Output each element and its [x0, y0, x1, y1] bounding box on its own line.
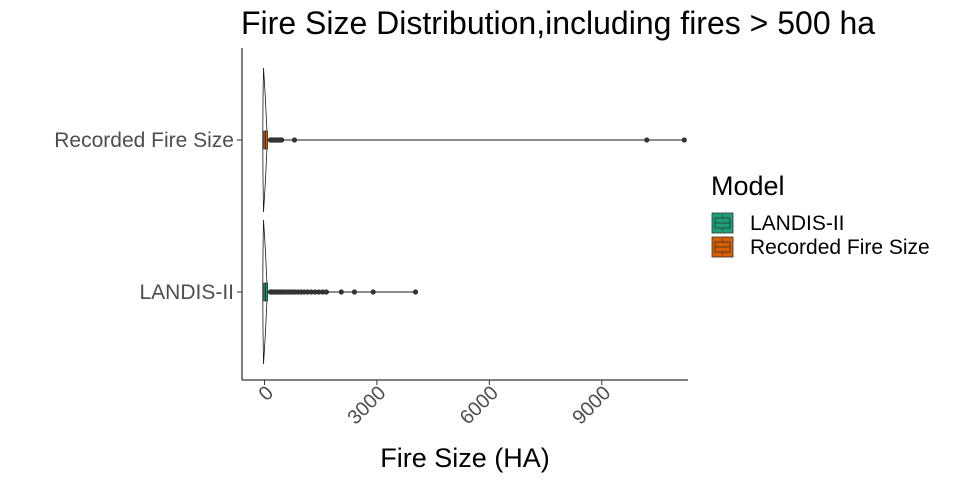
outlier-point	[351, 289, 358, 295]
y-tick-label: LANDIS-II	[139, 281, 234, 304]
x-tick-label: 3000	[343, 382, 390, 429]
outlier-point	[338, 289, 344, 295]
legend-label: LANDIS-II	[750, 212, 845, 235]
legend-entry: LANDIS-II	[711, 212, 845, 235]
chart-title: Fire Size Distribution,including fires >…	[241, 5, 875, 41]
plot-area	[262, 67, 687, 365]
outlier-point	[316, 289, 322, 295]
outlier-point	[681, 137, 687, 143]
outlier-point	[304, 289, 311, 295]
outlier-point	[370, 289, 376, 295]
x-axis-label: Fire Size (HA)	[380, 443, 550, 473]
series-landis-ii	[262, 219, 419, 365]
x-tick-label: 6000	[456, 382, 503, 429]
outlier-point	[279, 137, 285, 143]
x-tick-label: 0	[255, 382, 278, 405]
y-tick-label: Recorded Fire Size	[54, 129, 234, 152]
axes: LANDIS-II Recorded Fire Size 0 3000 6000 9000	[54, 48, 688, 429]
outlier-point	[644, 137, 650, 143]
outlier-point	[308, 289, 314, 295]
legend-title: Model	[711, 171, 785, 201]
series-recorded-fire-size	[262, 67, 687, 213]
legend-entry: Recorded Fire Size	[711, 236, 930, 259]
outlier-point	[319, 289, 326, 295]
violin-outline	[262, 67, 268, 213]
outlier-point	[291, 137, 298, 143]
legend-label: Recorded Fire Size	[750, 236, 930, 259]
outlier-point	[412, 289, 419, 295]
outlier-point	[312, 289, 318, 295]
outlier-point	[323, 289, 329, 295]
violin-outline	[262, 219, 268, 365]
x-tick-label: 9000	[568, 382, 615, 429]
